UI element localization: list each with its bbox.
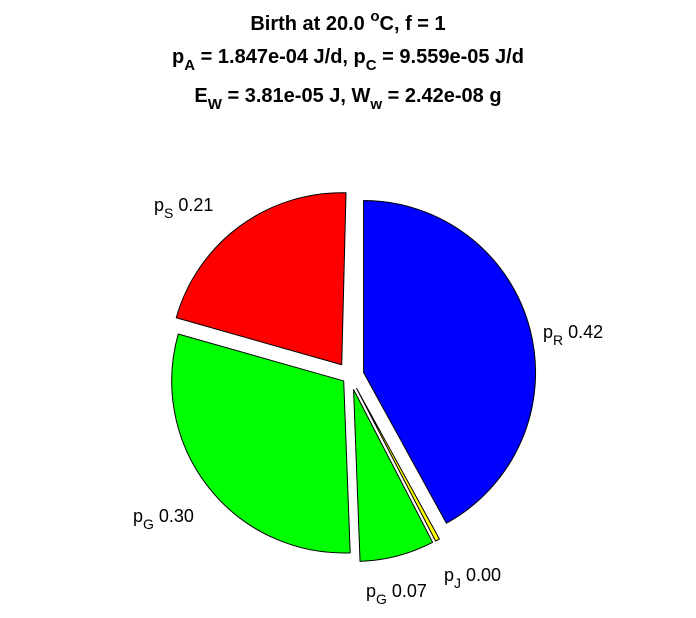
pie-slices (171, 192, 537, 562)
chart-title-line-2: pA = 1.847e-04 J/d, pC = 9.559e-05 J/d (172, 46, 524, 74)
pie-slice-pg-3 (353, 389, 434, 562)
slice-label-3: pG 0.07 (366, 581, 427, 607)
chart-title-line-1: Birth at 20.0 oC, f = 1 (250, 8, 445, 35)
chart-title: Birth at 20.0 oC, f = 1 pA = 1.847e-04 J/… (172, 8, 524, 113)
pie-slice-ps-5 (175, 192, 347, 366)
pie-slice-pr-1 (363, 200, 537, 524)
slice-label-4: pG 0.30 (133, 506, 194, 532)
slice-label-2: pJ 0.00 (444, 565, 501, 591)
pie-slice-pj-2 (356, 387, 440, 542)
chart-title-line-3: EW = 3.81e-05 J, Ww = 2.42e-08 g (194, 85, 501, 113)
slice-label-5: pS 0.21 (154, 195, 213, 221)
slice-label-1: pR 0.42 (543, 322, 603, 348)
slice-labels: pR 0.42 pJ 0.00 pG 0.07 pG 0.30 pS 0.21 (133, 195, 603, 607)
pie-slice-pg-4 (171, 333, 351, 554)
